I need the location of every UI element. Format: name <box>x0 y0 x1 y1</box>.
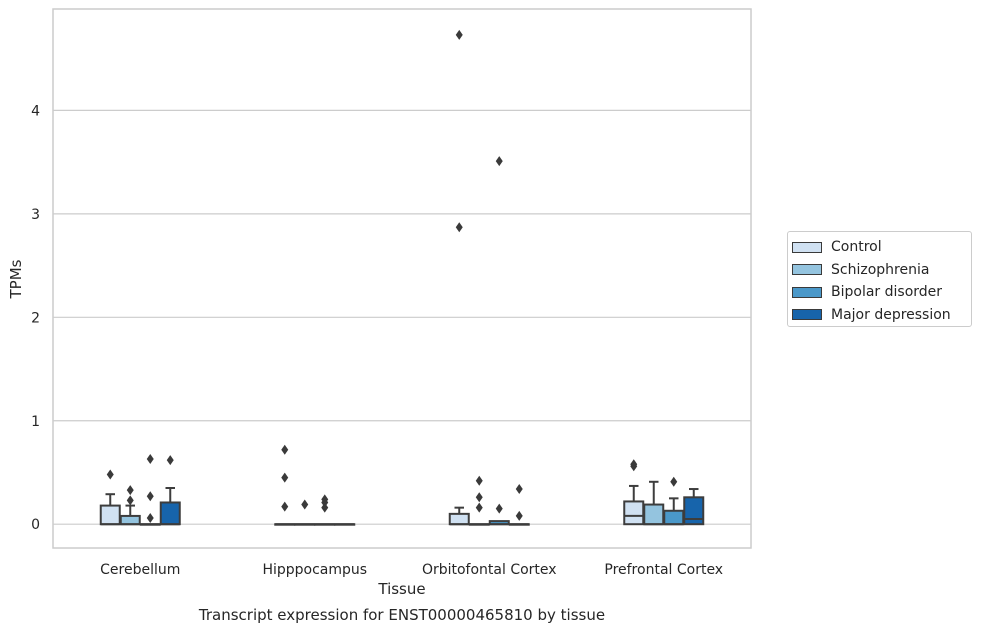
legend-label-major-depression: Major depression <box>831 306 951 323</box>
legend-label-control: Control <box>831 239 882 256</box>
outlier-point <box>106 469 114 480</box>
box-major-depression-hipppocampus <box>334 523 356 526</box>
legend-item-schizophrenia: Schizophrenia <box>792 259 971 282</box>
series-bipolar-disorder <box>139 156 685 526</box>
outlier-point <box>515 510 523 521</box>
box-body <box>99 504 121 526</box>
outlier-point <box>495 156 503 167</box>
box-schizophrenia-cerebellum <box>119 485 141 526</box>
legend-item-control: Control <box>792 236 971 259</box>
outlier-point <box>515 484 523 495</box>
box-control-hipppocampus <box>274 444 296 526</box>
box-schizophrenia-hipppocampus <box>294 499 316 526</box>
legend-item-bipolar-disorder: Bipolar disorder <box>792 281 971 304</box>
outlier-point <box>455 222 463 233</box>
outlier-point <box>126 495 134 506</box>
outlier-point <box>455 29 463 40</box>
legend-swatch-schizophrenia <box>792 264 822 276</box>
y-tick-label-1: 1 <box>31 414 40 430</box>
chart-caption: Transcript expression for ENST0000046581… <box>198 606 606 624</box>
series-schizophrenia <box>119 475 665 526</box>
y-tick-label-2: 2 <box>31 310 40 326</box>
x-axis-ticks: Cerebellum Hipppocampus Orbitofontal Corte… <box>100 562 723 578</box>
box-bipolar-disorder-prefrontal-cortex <box>663 476 685 526</box>
x-tick-label-prefrontal-cortex: Prefrontal Cortex <box>604 562 723 578</box>
legend-swatch-major-depression <box>792 309 822 321</box>
outlier-point <box>321 502 329 513</box>
outlier-point <box>281 444 289 455</box>
y-tick-label-4: 4 <box>31 103 40 119</box>
outlier-point <box>475 475 483 486</box>
y-axis-label: TPMs <box>7 259 25 299</box>
box-schizophrenia-prefrontal-cortex <box>643 480 665 526</box>
outlier-point <box>281 472 289 483</box>
box-major-depression-prefrontal-cortex <box>683 488 705 526</box>
box-body <box>643 503 665 526</box>
box-bipolar-disorder-hipppocampus <box>314 494 336 526</box>
y-axis-ticks: 0 1 2 3 4 <box>31 103 40 533</box>
outlier-point <box>321 494 329 505</box>
outlier-point <box>281 501 289 512</box>
outlier-point <box>670 476 678 487</box>
x-axis-label: Tissue <box>378 580 426 598</box>
box-body <box>623 500 645 526</box>
y-tick-label-0: 0 <box>31 517 40 533</box>
legend-swatch-bipolar-disorder <box>792 286 822 298</box>
outlier-point <box>630 459 638 470</box>
gridlines <box>53 109 751 525</box>
x-tick-label-cerebellum: Cerebellum <box>100 562 180 578</box>
box-schizophrenia-orbitofontal-cortex <box>468 475 490 526</box>
box-body <box>683 496 705 526</box>
outlier-point <box>166 455 174 466</box>
box-control-orbitofontal-cortex <box>448 29 470 526</box>
box-bipolar-disorder-cerebellum <box>139 454 161 526</box>
box-body <box>159 501 181 526</box>
series-major-depression <box>159 455 705 526</box>
box-body <box>448 512 470 526</box>
y-tick-label-3: 3 <box>31 207 40 223</box>
outlier-point <box>301 499 309 510</box>
legend-label-bipolar-disorder: Bipolar disorder <box>831 284 943 301</box>
legend-item-major-depression: Major depression <box>792 304 971 327</box>
box-bipolar-disorder-orbitofontal-cortex <box>488 156 510 526</box>
outlier-point <box>126 485 134 496</box>
box-control-prefrontal-cortex <box>623 459 645 526</box>
box-body <box>119 514 141 526</box>
box-plot-marks <box>99 29 705 526</box>
outlier-point <box>146 491 154 502</box>
box-body <box>663 509 685 526</box>
outlier-point <box>146 454 154 465</box>
x-tick-label-orbitofontal-cortex: Orbitofontal Cortex <box>422 562 557 578</box>
outlier-point <box>495 503 503 514</box>
outlier-point <box>475 492 483 503</box>
outlier-point <box>475 502 483 513</box>
legend: Control Schizophrenia Bipolar disorder M… <box>787 231 972 327</box>
outlier-point <box>146 512 154 523</box>
box-major-depression-orbitofontal-cortex <box>508 484 530 526</box>
legend-swatch-control <box>792 241 822 253</box>
box-control-cerebellum <box>99 469 121 526</box>
series-control <box>99 29 645 526</box>
box-major-depression-cerebellum <box>159 455 181 526</box>
x-tick-label-hipppocampus: Hipppocampus <box>262 562 367 578</box>
legend-label-schizophrenia: Schizophrenia <box>831 261 930 278</box>
plot-frame <box>52 8 752 549</box>
